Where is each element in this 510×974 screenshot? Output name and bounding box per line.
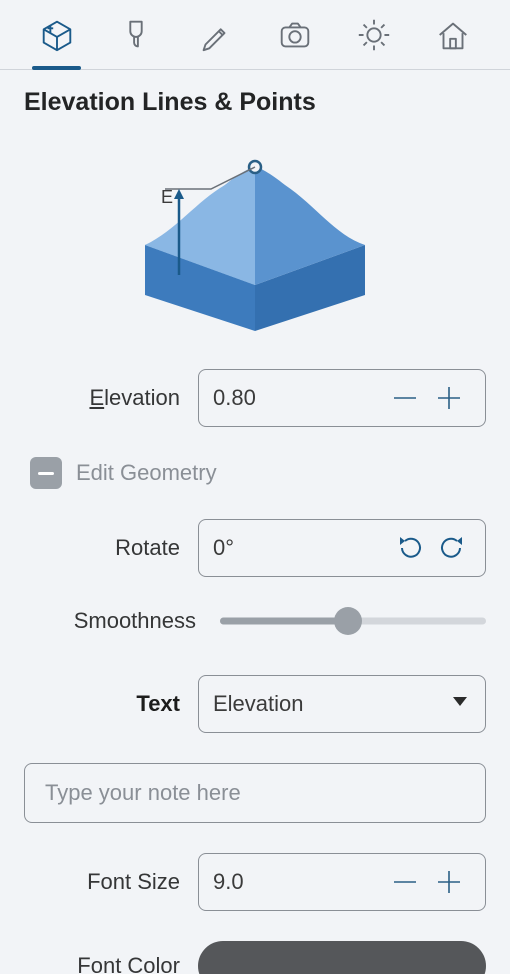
tab-home[interactable] [433, 7, 474, 63]
plus-icon [434, 867, 464, 897]
font-color-row: Font Color [24, 941, 486, 974]
text-label: Text [24, 691, 198, 717]
plus-icon [434, 383, 464, 413]
terrain-preview-icon: E [125, 145, 385, 335]
edit-geometry-row: Edit Geometry [30, 457, 486, 489]
brush-icon [117, 16, 155, 54]
note-placeholder: Type your note here [45, 780, 241, 806]
pencil-icon [196, 16, 234, 54]
tab-draw[interactable] [195, 7, 236, 63]
note-input[interactable]: Type your note here [24, 763, 486, 823]
rotate-label: Rotate [24, 535, 198, 561]
edit-geometry-checkbox[interactable] [30, 457, 62, 489]
smoothness-row: Smoothness [24, 607, 486, 635]
camera-icon [276, 16, 314, 54]
sun-icon [355, 16, 393, 54]
tab-light[interactable] [353, 7, 394, 63]
decrease-button[interactable] [383, 867, 427, 897]
smoothness-label: Smoothness [24, 608, 220, 634]
text-selected: Elevation [213, 691, 449, 717]
increase-button[interactable] [427, 867, 471, 897]
tab-camera[interactable] [274, 7, 315, 63]
elevation-label: Elevation [24, 385, 198, 411]
smoothness-slider[interactable] [220, 607, 486, 635]
font-color-swatch[interactable] [198, 941, 486, 974]
increase-button[interactable] [427, 383, 471, 413]
properties-panel: Elevation Lines & Points E Elevation [0, 70, 510, 974]
tab-bar [0, 0, 510, 70]
svg-text:E: E [161, 187, 173, 207]
rotate-ccw-button[interactable] [431, 533, 471, 563]
panel-title: Elevation Lines & Points [24, 88, 486, 117]
elevation-preview: E [125, 145, 385, 335]
font-color-label: Font Color [24, 953, 198, 974]
decrease-button[interactable] [383, 383, 427, 413]
slider-thumb[interactable] [334, 607, 362, 635]
rotate-row: Rotate 0° [24, 519, 486, 577]
edit-geometry-label: Edit Geometry [76, 460, 217, 486]
slider-fill [220, 618, 348, 625]
rotate-cw-icon [396, 533, 426, 563]
rotate-cw-button[interactable] [391, 533, 431, 563]
chevron-down-icon [449, 690, 471, 718]
tab-terrain[interactable] [36, 7, 77, 63]
minus-icon [390, 867, 420, 897]
minus-icon [390, 383, 420, 413]
elevation-input[interactable]: 0.80 [198, 369, 486, 427]
rotate-value: 0° [213, 535, 391, 561]
elevation-row: Elevation 0.80 [24, 369, 486, 427]
terrain-tab-icon [38, 16, 76, 54]
house-icon [434, 16, 472, 54]
font-size-value: 9.0 [213, 869, 383, 895]
text-row: Text Elevation [24, 675, 486, 733]
font-size-input[interactable]: 9.0 [198, 853, 486, 911]
font-size-label: Font Size [24, 869, 198, 895]
rotate-input[interactable]: 0° [198, 519, 486, 577]
rotate-ccw-icon [436, 533, 466, 563]
elevation-value: 0.80 [213, 385, 383, 411]
tab-brush[interactable] [115, 7, 156, 63]
text-select[interactable]: Elevation [198, 675, 486, 733]
font-size-row: Font Size 9.0 [24, 853, 486, 911]
